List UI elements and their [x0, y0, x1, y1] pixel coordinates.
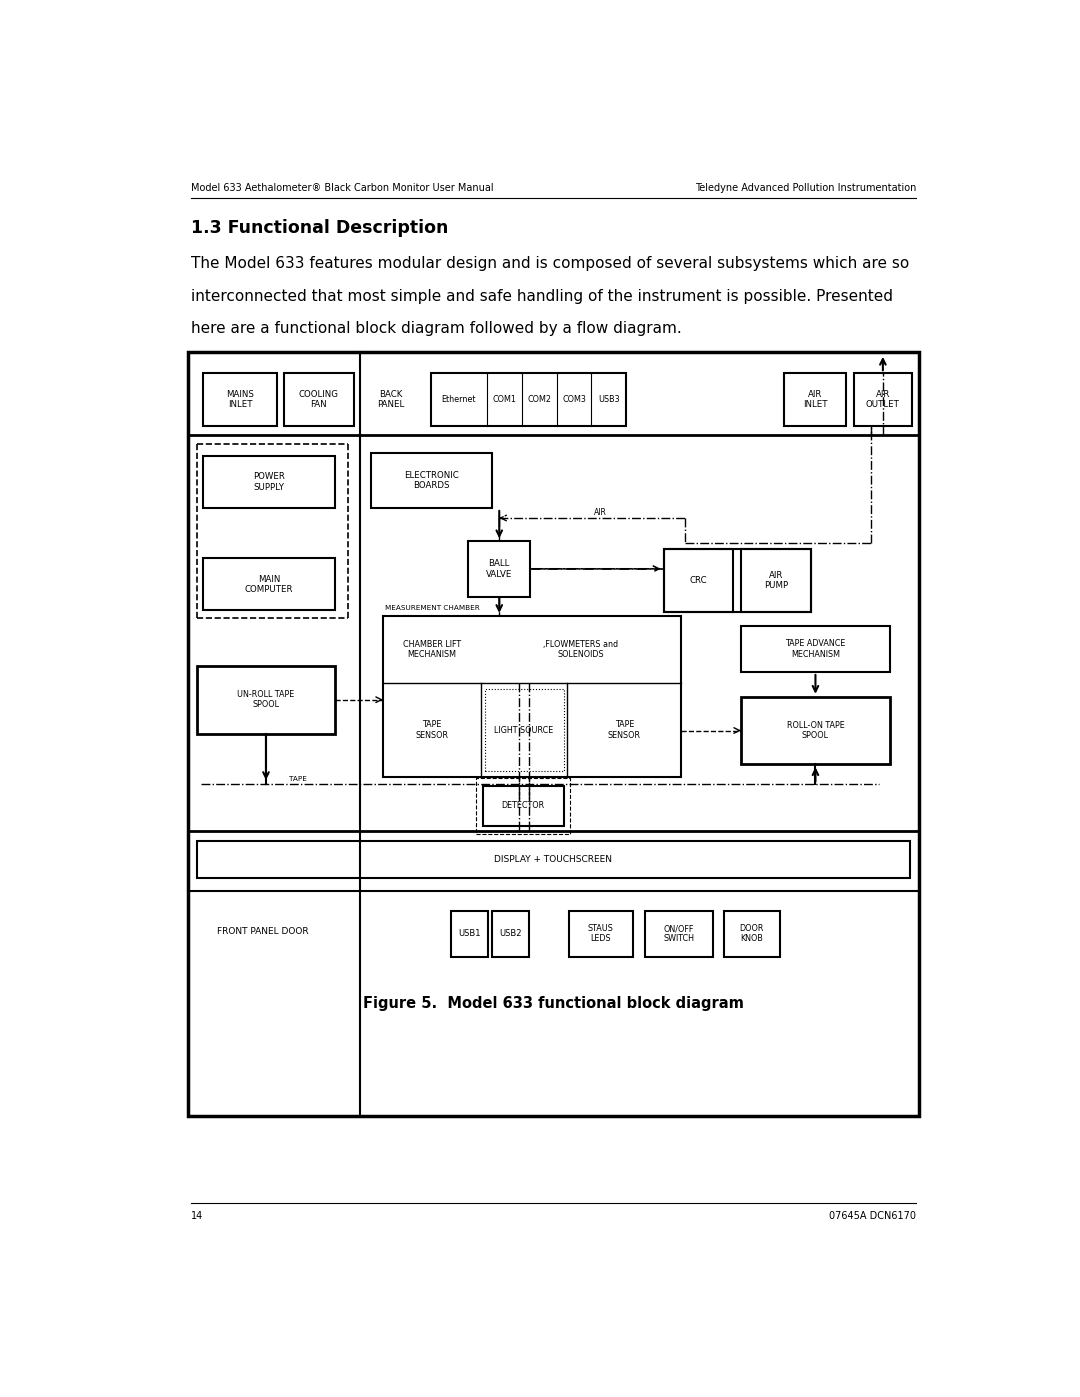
Text: Model 633 Aethalometer® Black Carbon Monitor User Manual: Model 633 Aethalometer® Black Carbon Mon… [191, 183, 494, 193]
Text: STAUS
LEDS: STAUS LEDS [588, 923, 613, 943]
Bar [483, 787, 564, 826]
Bar [663, 549, 733, 612]
Text: DOOR
KNOB: DOOR KNOB [740, 923, 764, 943]
Bar [741, 549, 811, 612]
Bar [663, 549, 811, 612]
Text: The Model 633 features modular design and is composed of several subsystems whic: The Model 633 features modular design an… [191, 257, 909, 271]
Text: AIR
PUMP: AIR PUMP [764, 570, 788, 590]
Text: USB2: USB2 [499, 929, 522, 939]
Text: Ethernet: Ethernet [442, 395, 476, 404]
Bar [645, 911, 713, 957]
Text: TAPE
SENSOR: TAPE SENSOR [416, 721, 448, 740]
Bar [451, 911, 488, 957]
Bar [203, 373, 276, 426]
Bar [476, 778, 570, 834]
Text: DISPLAY + TOUCHSCREEN: DISPLAY + TOUCHSCREEN [495, 855, 612, 863]
Text: Figure 5.  Model 633 functional block diagram: Figure 5. Model 633 functional block dia… [363, 996, 744, 1010]
Text: 1.3 Functional Description: 1.3 Functional Description [191, 219, 448, 237]
Text: MAIN
COMPUTER: MAIN COMPUTER [245, 574, 294, 594]
Text: AIR
OUTLET: AIR OUTLET [866, 390, 900, 409]
Text: 14: 14 [191, 1211, 203, 1221]
Text: BALL
VALVE: BALL VALVE [486, 559, 512, 578]
Text: TAPE ADVANCE
MECHANISM: TAPE ADVANCE MECHANISM [785, 640, 846, 658]
Bar [203, 557, 335, 610]
Text: ELECTRONIC
BOARDS: ELECTRONIC BOARDS [404, 471, 459, 490]
Text: LIGHT SOURCE: LIGHT SOURCE [495, 725, 554, 735]
Text: ,FLOWMETERS and
SOLENOIDS: ,FLOWMETERS and SOLENOIDS [543, 640, 619, 659]
Bar [203, 455, 335, 509]
Text: CRC: CRC [690, 576, 707, 585]
Text: USB1: USB1 [459, 929, 481, 939]
Text: USB3: USB3 [598, 395, 620, 404]
Text: COM1: COM1 [492, 395, 516, 404]
Bar [784, 373, 847, 426]
Bar [569, 911, 633, 957]
Text: UN-ROLL TAPE
SPOOL: UN-ROLL TAPE SPOOL [238, 690, 295, 710]
Bar [491, 911, 529, 957]
Text: ON/OFF
SWITCH: ON/OFF SWITCH [663, 923, 694, 943]
Bar [741, 626, 890, 672]
Bar [469, 541, 530, 597]
Bar [197, 666, 335, 733]
Text: CHAMBER LIFT
MECHANISM: CHAMBER LIFT MECHANISM [403, 640, 461, 659]
Text: AIR
INLET: AIR INLET [804, 390, 827, 409]
Bar [372, 453, 491, 509]
Bar [485, 689, 564, 771]
Text: 07645A DCN6170: 07645A DCN6170 [829, 1211, 916, 1221]
Text: DETECTOR: DETECTOR [502, 802, 544, 810]
Text: POWER
SUPPLY: POWER SUPPLY [253, 472, 285, 492]
Bar [188, 352, 919, 1116]
Text: Teledyne Advanced Pollution Instrumentation: Teledyne Advanced Pollution Instrumentat… [694, 183, 916, 193]
Text: COOLING
FAN: COOLING FAN [299, 390, 339, 409]
Text: AIR: AIR [594, 509, 607, 517]
Bar [854, 373, 912, 426]
Text: here are a functional block diagram followed by a flow diagram.: here are a functional block diagram foll… [191, 321, 681, 337]
Text: COM2: COM2 [527, 395, 551, 404]
Text: FRONT PANEL DOOR: FRONT PANEL DOOR [217, 928, 309, 936]
Text: COM3: COM3 [562, 395, 586, 404]
Text: TAPE
SENSOR: TAPE SENSOR [608, 721, 640, 740]
Bar [431, 373, 626, 426]
Text: ROLL-ON TAPE
SPOOL: ROLL-ON TAPE SPOOL [786, 721, 845, 740]
Bar [724, 911, 780, 957]
Bar [197, 841, 910, 877]
Bar [741, 697, 890, 764]
Text: BACK
PANEL: BACK PANEL [377, 390, 404, 409]
Text: interconnected that most simple and safe handling of the instrument is possible.: interconnected that most simple and safe… [191, 289, 893, 303]
Text: MEASUREMENT CHAMBER: MEASUREMENT CHAMBER [386, 605, 481, 610]
Bar [383, 616, 681, 778]
Bar [284, 373, 353, 426]
Text: MAINS
INLET: MAINS INLET [226, 390, 254, 409]
Text: TAPE: TAPE [288, 775, 307, 782]
